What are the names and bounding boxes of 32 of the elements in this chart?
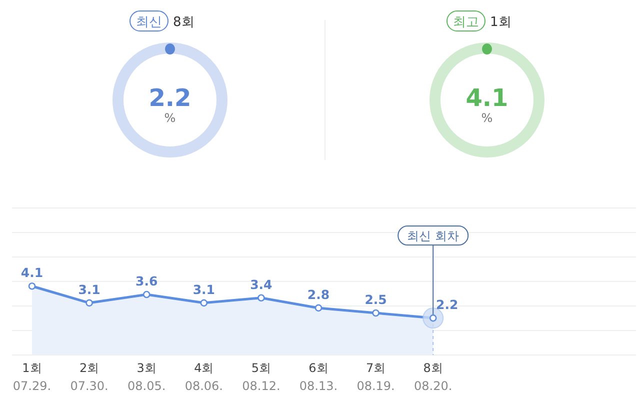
text: 1회 [490, 15, 512, 30]
text: 최고 [453, 15, 479, 30]
data-label: 3.4 [250, 276, 273, 292]
text: 8회 [173, 15, 194, 30]
point [258, 294, 265, 302]
x-tick-label: 3회 08.05. [128, 361, 166, 393]
data-label: 3.1 [192, 282, 215, 297]
annotation: 최신 회차 [407, 229, 460, 243]
x-tick-label: 5회 08.12. [242, 361, 280, 393]
data-label: 2.8 [307, 286, 330, 302]
data-label: 4.1 [20, 265, 44, 280]
data-label: 3.6 [136, 274, 158, 289]
text: % [481, 111, 493, 125]
data-label: 2.2 [436, 297, 458, 312]
x-tick-label: 4회 08.06. [184, 361, 223, 393]
x-tick-label: 7회 08.19. [356, 361, 395, 393]
x-tick-label: 8회 08.20. [414, 361, 452, 393]
x-tick-label: 1회 07.29. [12, 361, 52, 393]
point [372, 309, 380, 317]
text: 2.2 [148, 84, 192, 112]
point [142, 290, 150, 298]
data-label: 2.5 [364, 292, 387, 307]
data-label: 3.1 [78, 282, 100, 297]
point [28, 282, 36, 290]
text: 4.1 [466, 84, 508, 112]
point [200, 299, 208, 307]
point [314, 304, 322, 312]
point [86, 299, 93, 307]
x-tick-label: 2회 07.30. [70, 361, 108, 393]
text: 최신 [136, 15, 162, 30]
text: % [164, 111, 176, 125]
x-tick-label: 6회 08.13. [299, 361, 338, 393]
